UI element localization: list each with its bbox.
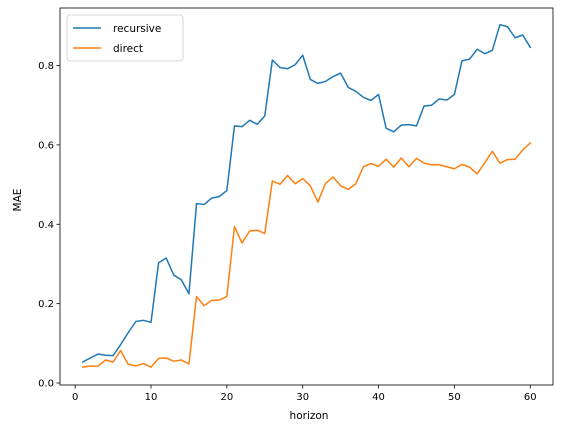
x-tick-label: 0 [72,392,78,403]
axes-layer: 0 10 20 30 40 50 60 0.0 0.2 0.4 0.6 0.8 [38,7,554,403]
y-tick-label: 0.0 [38,379,54,390]
y-tick-label: 0.8 [38,61,54,72]
legend-box [66,14,184,62]
y-tick-label: 0.6 [38,140,54,151]
x-tick-label: 20 [220,392,233,403]
axes-frame [59,7,554,386]
y-tick-label: 0.2 [38,299,54,310]
legend: recursive direct [66,14,184,62]
series-line-recursive [81,23,532,363]
series-line-direct [81,141,532,368]
x-tick-label: 50 [448,392,461,403]
series-layer [81,23,532,368]
x-tick-label: 40 [372,392,385,403]
legend-label-recursive: recursive [113,23,161,35]
legend-label-direct: direct [113,43,143,55]
y-tick-label: 0.4 [38,220,54,231]
x-axis-label: horizon [290,410,329,422]
x-tick-label: 10 [145,392,158,403]
x-tick-label: 30 [296,392,309,403]
x-tick-label: 60 [524,392,537,403]
y-axis-label: MAE [12,189,24,212]
